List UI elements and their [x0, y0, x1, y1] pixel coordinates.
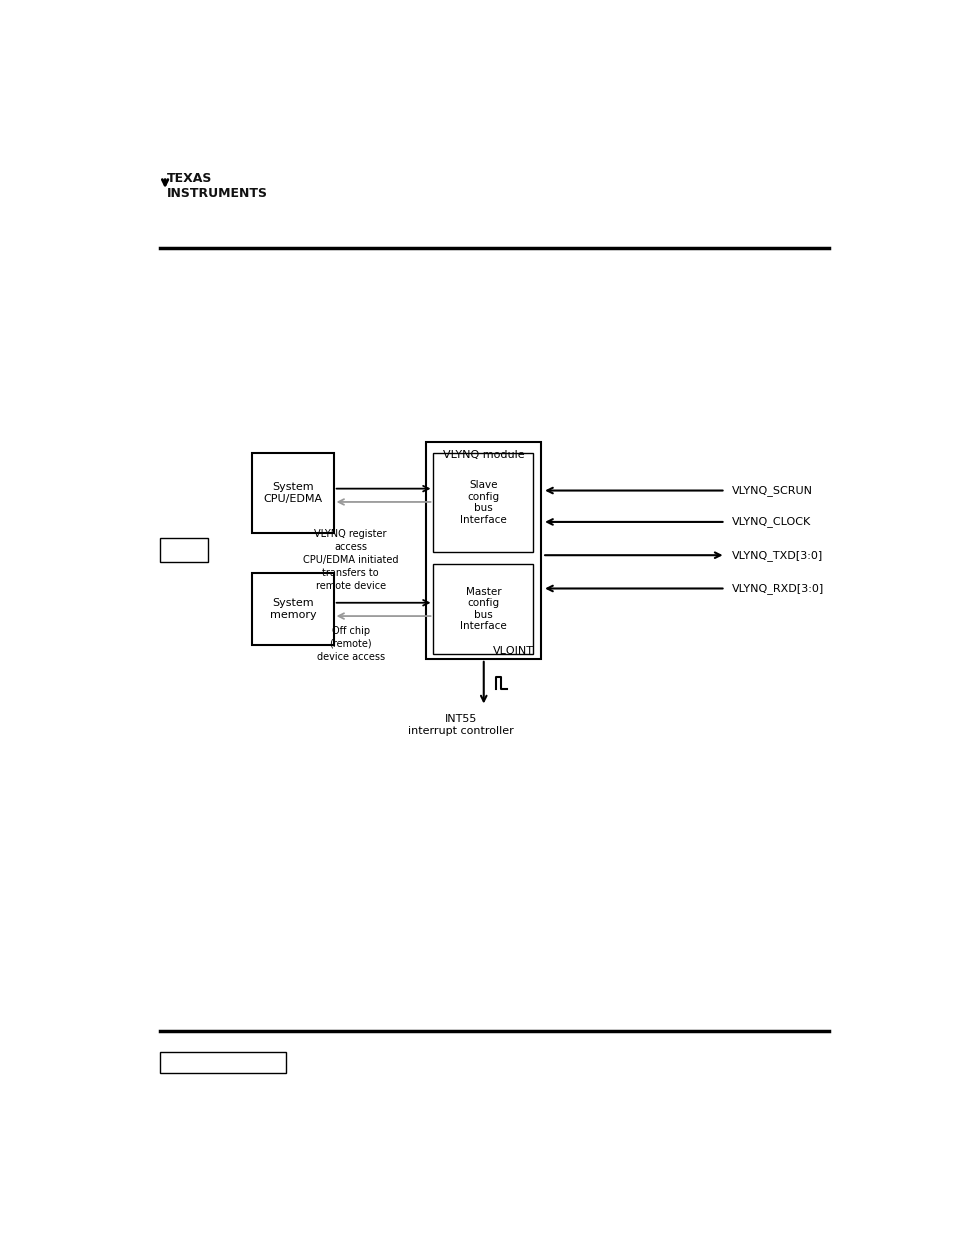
Text: VLYNQ_TXD[3:0]: VLYNQ_TXD[3:0] — [731, 550, 821, 561]
Text: VLQINT: VLQINT — [492, 646, 533, 656]
Bar — [252, 573, 334, 645]
Text: Master
config
bus
Interface: Master config bus Interface — [459, 587, 506, 631]
Text: VLYNQ_RXD[3:0]: VLYNQ_RXD[3:0] — [731, 583, 822, 594]
Bar — [160, 1052, 285, 1072]
Text: Slave
config
bus
Interface: Slave config bus Interface — [459, 480, 506, 525]
Text: INT55
interrupt controller: INT55 interrupt controller — [408, 714, 513, 736]
Bar — [426, 442, 540, 658]
Bar — [433, 452, 533, 552]
Bar — [433, 563, 533, 655]
Text: Off chip
(remote)
device access: Off chip (remote) device access — [316, 626, 384, 662]
Text: VLYNQ module: VLYNQ module — [442, 450, 523, 459]
Text: System
CPU/EDMA: System CPU/EDMA — [263, 482, 322, 504]
Text: VLYNQ_CLOCK: VLYNQ_CLOCK — [731, 516, 810, 527]
Text: VLYNQ register
access
CPU/EDMA initiated
transfers to
remote device: VLYNQ register access CPU/EDMA initiated… — [303, 529, 398, 592]
Text: VLYNQ_SCRUN: VLYNQ_SCRUN — [731, 485, 812, 496]
Text: TEXAS
INSTRUMENTS: TEXAS INSTRUMENTS — [167, 172, 268, 200]
Bar — [252, 452, 334, 534]
Text: System
memory: System memory — [270, 598, 316, 620]
Bar — [160, 538, 208, 562]
